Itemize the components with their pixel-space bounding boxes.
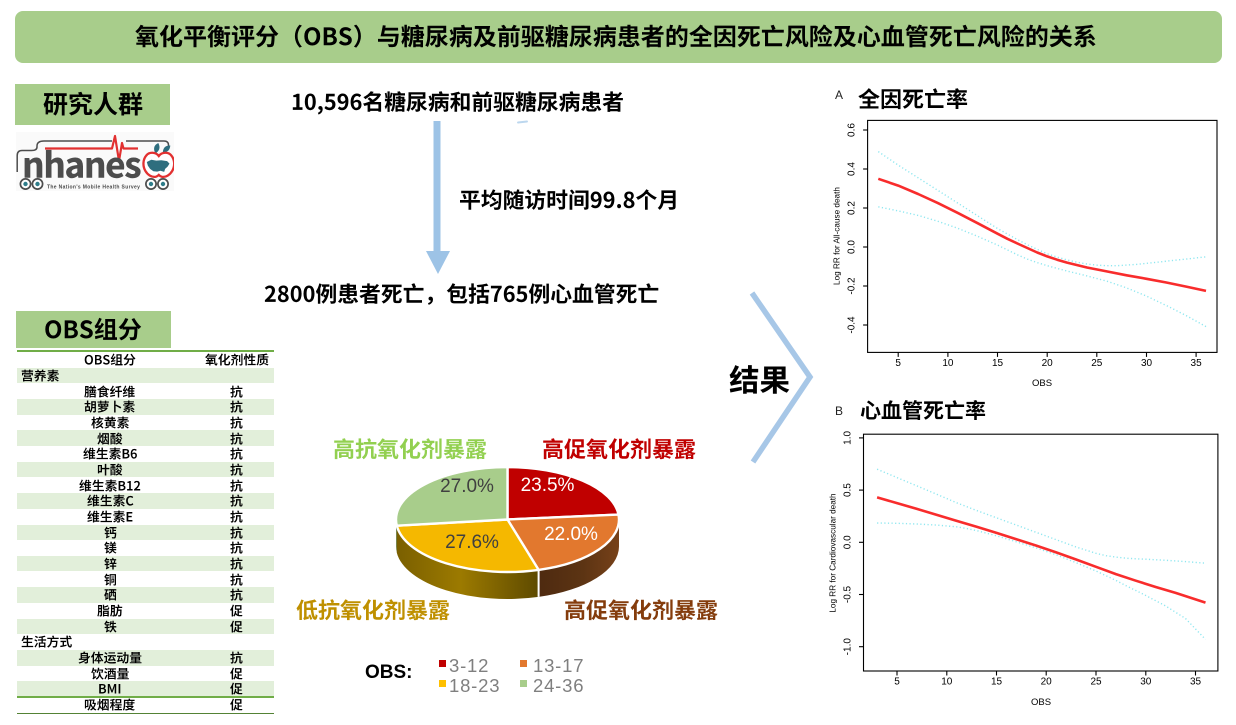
svg-text:OBS: OBS [1032,378,1052,389]
svg-text:0.2: 0.2 [847,201,858,215]
svg-text:25: 25 [1090,677,1102,688]
svg-text:35: 35 [1190,677,1202,688]
svg-text:30: 30 [1140,677,1152,688]
svg-text:0.0: 0.0 [847,240,858,254]
svg-text:Log RR for All-cause death: Log RR for All-cause death [833,187,842,285]
svg-text:Log RR for Cardiovascular deat: Log RR for Cardiovascular death [829,493,838,613]
svg-text:-1.0: -1.0 [843,638,854,656]
svg-text:5: 5 [895,358,901,369]
svg-text:15: 15 [991,677,1003,688]
svg-text:-0.2: -0.2 [847,277,858,295]
svg-text:OBS: OBS [1031,697,1051,708]
svg-text:1.0: 1.0 [843,431,854,445]
svg-text:20: 20 [1042,358,1054,369]
svg-text:15: 15 [992,358,1004,369]
svg-text:0.6: 0.6 [847,123,858,137]
svg-text:30: 30 [1141,358,1153,369]
svg-text:0.4: 0.4 [847,162,858,176]
svg-text:35: 35 [1191,358,1203,369]
svg-text:25: 25 [1091,358,1103,369]
svg-text:5: 5 [894,677,900,688]
svg-text:10: 10 [942,358,954,369]
svg-text:-0.4: -0.4 [847,316,858,334]
svg-text:20: 20 [1041,677,1053,688]
svg-text:0.5: 0.5 [843,483,854,497]
svg-text:10: 10 [941,677,953,688]
svg-text:0.0: 0.0 [843,535,854,549]
svg-text:The Nation's Mobile Health Sur: The Nation's Mobile Health Survey [47,185,140,191]
svg-text:-0.5: -0.5 [843,585,854,603]
